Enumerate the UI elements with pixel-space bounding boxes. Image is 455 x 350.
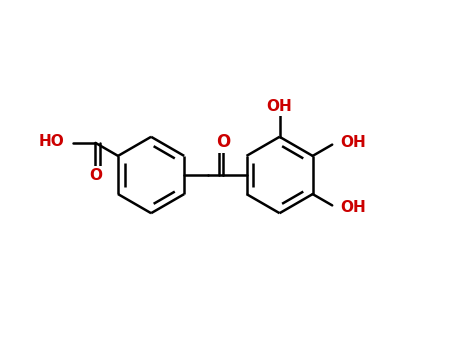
Text: O: O bbox=[216, 133, 230, 151]
Text: OH: OH bbox=[340, 135, 366, 150]
Text: O: O bbox=[89, 168, 102, 183]
Text: HO: HO bbox=[39, 134, 64, 149]
Text: OH: OH bbox=[267, 99, 293, 114]
Text: OH: OH bbox=[340, 199, 366, 215]
